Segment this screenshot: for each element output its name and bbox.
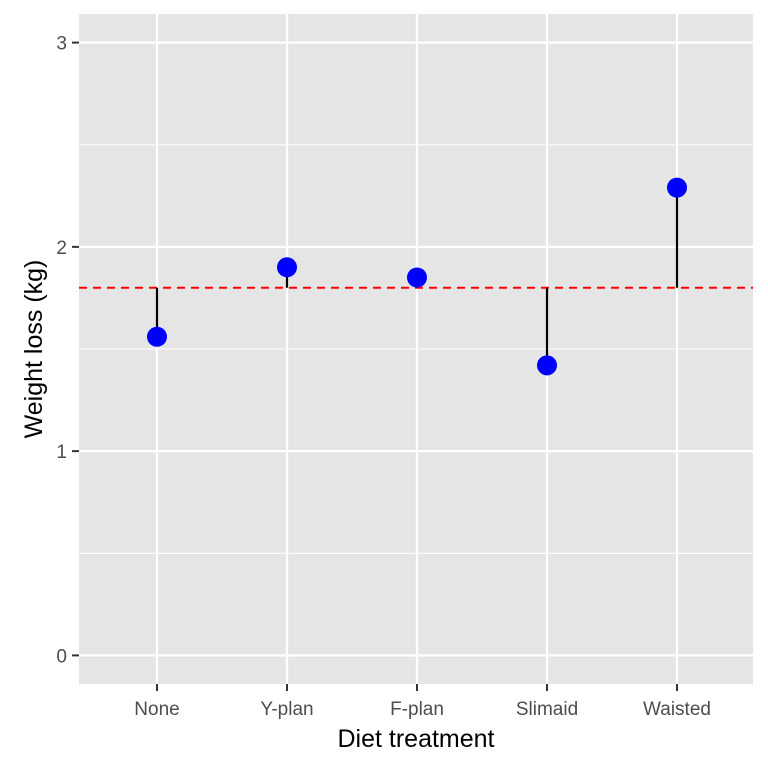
x-tick-label: Slimaid (516, 699, 578, 720)
y-tick-label: 3 (56, 34, 67, 55)
y-tick-label: 2 (56, 238, 67, 259)
y-axis-title: Weight loss (kg) (20, 260, 48, 439)
point-none (147, 326, 167, 347)
point-y-plan (277, 257, 297, 278)
y-tick-label: 0 (56, 646, 67, 667)
x-axis: None Y-plan F-plan Slimaid Waisted (134, 684, 711, 720)
y-tick-label: 1 (56, 442, 67, 463)
x-tick-label: None (134, 699, 179, 720)
point-slimaid (537, 355, 557, 376)
x-tick-label: Y-plan (260, 699, 313, 720)
x-tick-label: F-plan (390, 699, 444, 720)
y-axis: 0 1 2 3 (56, 34, 79, 667)
points (147, 177, 687, 376)
point-f-plan (407, 267, 427, 288)
x-tick-label: Waisted (643, 699, 711, 720)
point-waisted (667, 177, 687, 198)
x-axis-title: Diet treatment (337, 725, 494, 753)
